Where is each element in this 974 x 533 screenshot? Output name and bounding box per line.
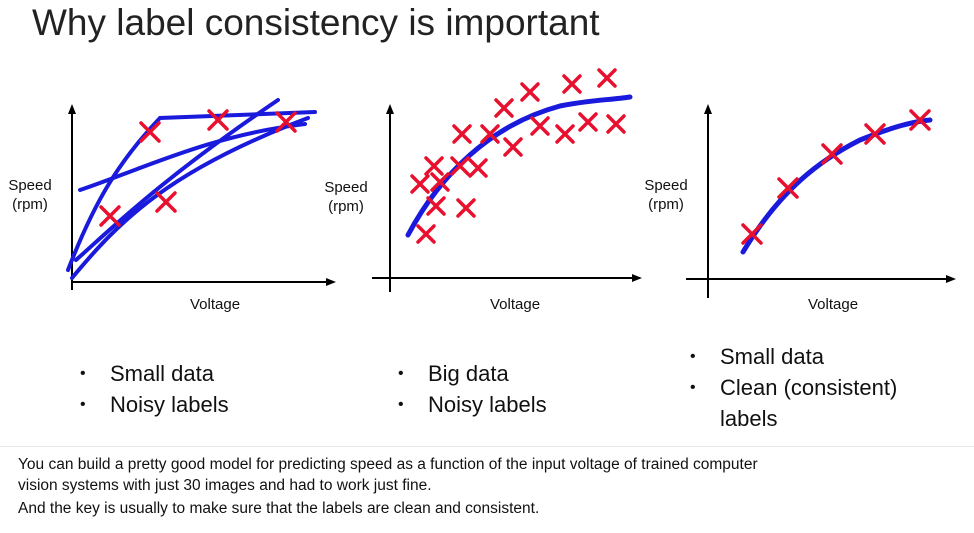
bullet-item: • Big data — [398, 358, 547, 389]
chart1-curves — [66, 98, 317, 280]
chart2-point — [426, 196, 446, 216]
chart3-curves — [740, 117, 933, 255]
caption-line-1: You can build a pretty good model for pr… — [18, 456, 758, 473]
chart2-point — [555, 124, 575, 144]
chart2-point — [450, 156, 470, 176]
bullet-item: labels — [690, 403, 897, 434]
bullet-item: • Clean (consistent) — [690, 372, 897, 403]
chart2-curves — [405, 94, 633, 238]
chart1-ylabel-line2: (rpm) — [12, 196, 48, 213]
chart3-ylabel-line2: (rpm) — [648, 196, 684, 213]
chart2-point — [597, 68, 617, 88]
slide-title: Why label consistency is important — [32, 2, 600, 43]
chart2-point — [578, 112, 598, 132]
chart2-point — [410, 174, 430, 194]
chart2-ylabel-line1: Speed — [324, 179, 368, 196]
bullet-item: • Small data — [80, 358, 229, 389]
chart3-ylabel-line1: Speed — [644, 177, 688, 194]
chart1-point — [155, 191, 177, 213]
chart3-curve — [740, 117, 933, 255]
bullet-text: Noisy labels — [110, 392, 229, 417]
chart2-xlabel: Voltage — [490, 296, 541, 313]
chart1-ylabel: Speed (rpm) — [4, 176, 56, 214]
caption-line-2: vision systems with just 30 images and h… — [18, 477, 432, 494]
chart1-point — [139, 121, 161, 143]
bullet-text: Small data — [110, 361, 214, 386]
chart3-point — [909, 109, 931, 131]
caption-line-3: And the key is usually to make sure that… — [18, 500, 540, 517]
chart2-point — [430, 172, 450, 192]
bullet-item: • Noisy labels — [80, 389, 229, 420]
chart2-point — [530, 116, 550, 136]
bullet-text: Clean (consistent) — [720, 375, 898, 400]
chart2-point — [562, 74, 582, 94]
slide: Why label consistency is important — [4, 2, 956, 434]
chart2-bullets: • Big data • Noisy labels — [398, 358, 547, 420]
chart3-axes — [686, 104, 956, 298]
chart2-curve — [405, 94, 633, 238]
bullet-text: labels — [720, 406, 778, 431]
chart3-point — [777, 177, 799, 199]
chart3-bullets: • Small data • Clean (consistent) labels — [690, 341, 897, 434]
chart2-point — [520, 82, 540, 102]
chart1-point — [275, 111, 297, 133]
chart1-curve-d — [74, 98, 280, 262]
chart1-point — [99, 205, 121, 227]
plots-canvas — [66, 68, 956, 298]
chart2-point — [494, 98, 514, 118]
chart2-point — [452, 124, 472, 144]
chart2-axes — [372, 104, 642, 292]
chart3-point — [821, 143, 843, 165]
chart3-ylabel: Speed (rpm) — [640, 176, 692, 214]
chart1-ylabel-line1: Speed — [8, 177, 52, 194]
chart1-curve-a — [66, 110, 317, 272]
chart3-point — [741, 223, 763, 245]
bullet-item: • Small data — [690, 341, 897, 372]
bullet-text: Small data — [720, 344, 824, 369]
chart1-curve-c — [70, 116, 310, 280]
chart2-point — [503, 137, 523, 157]
chart2-ylabel: Speed (rpm) — [320, 178, 372, 216]
chart2-point — [606, 114, 626, 134]
chart2-point — [468, 158, 488, 178]
chart2-point — [456, 198, 476, 218]
chart1-xlabel: Voltage — [190, 296, 241, 313]
chart2-ylabel-line2: (rpm) — [328, 198, 364, 215]
bullet-text: Big data — [428, 361, 509, 386]
chart2-point — [480, 124, 500, 144]
chart1-point — [207, 109, 229, 131]
chart1-curve-b — [78, 122, 307, 192]
chart2-point — [416, 224, 436, 244]
chart2-point — [424, 156, 444, 176]
chart3-point — [864, 123, 886, 145]
points-layer — [99, 68, 931, 245]
chart1-bullets: • Small data • Noisy labels — [80, 358, 229, 420]
chart3-xlabel: Voltage — [808, 296, 859, 313]
caption-panel: You can build a pretty good model for pr… — [0, 446, 974, 533]
bullet-text: Noisy labels — [428, 392, 547, 417]
bullet-item: • Noisy labels — [398, 389, 547, 420]
